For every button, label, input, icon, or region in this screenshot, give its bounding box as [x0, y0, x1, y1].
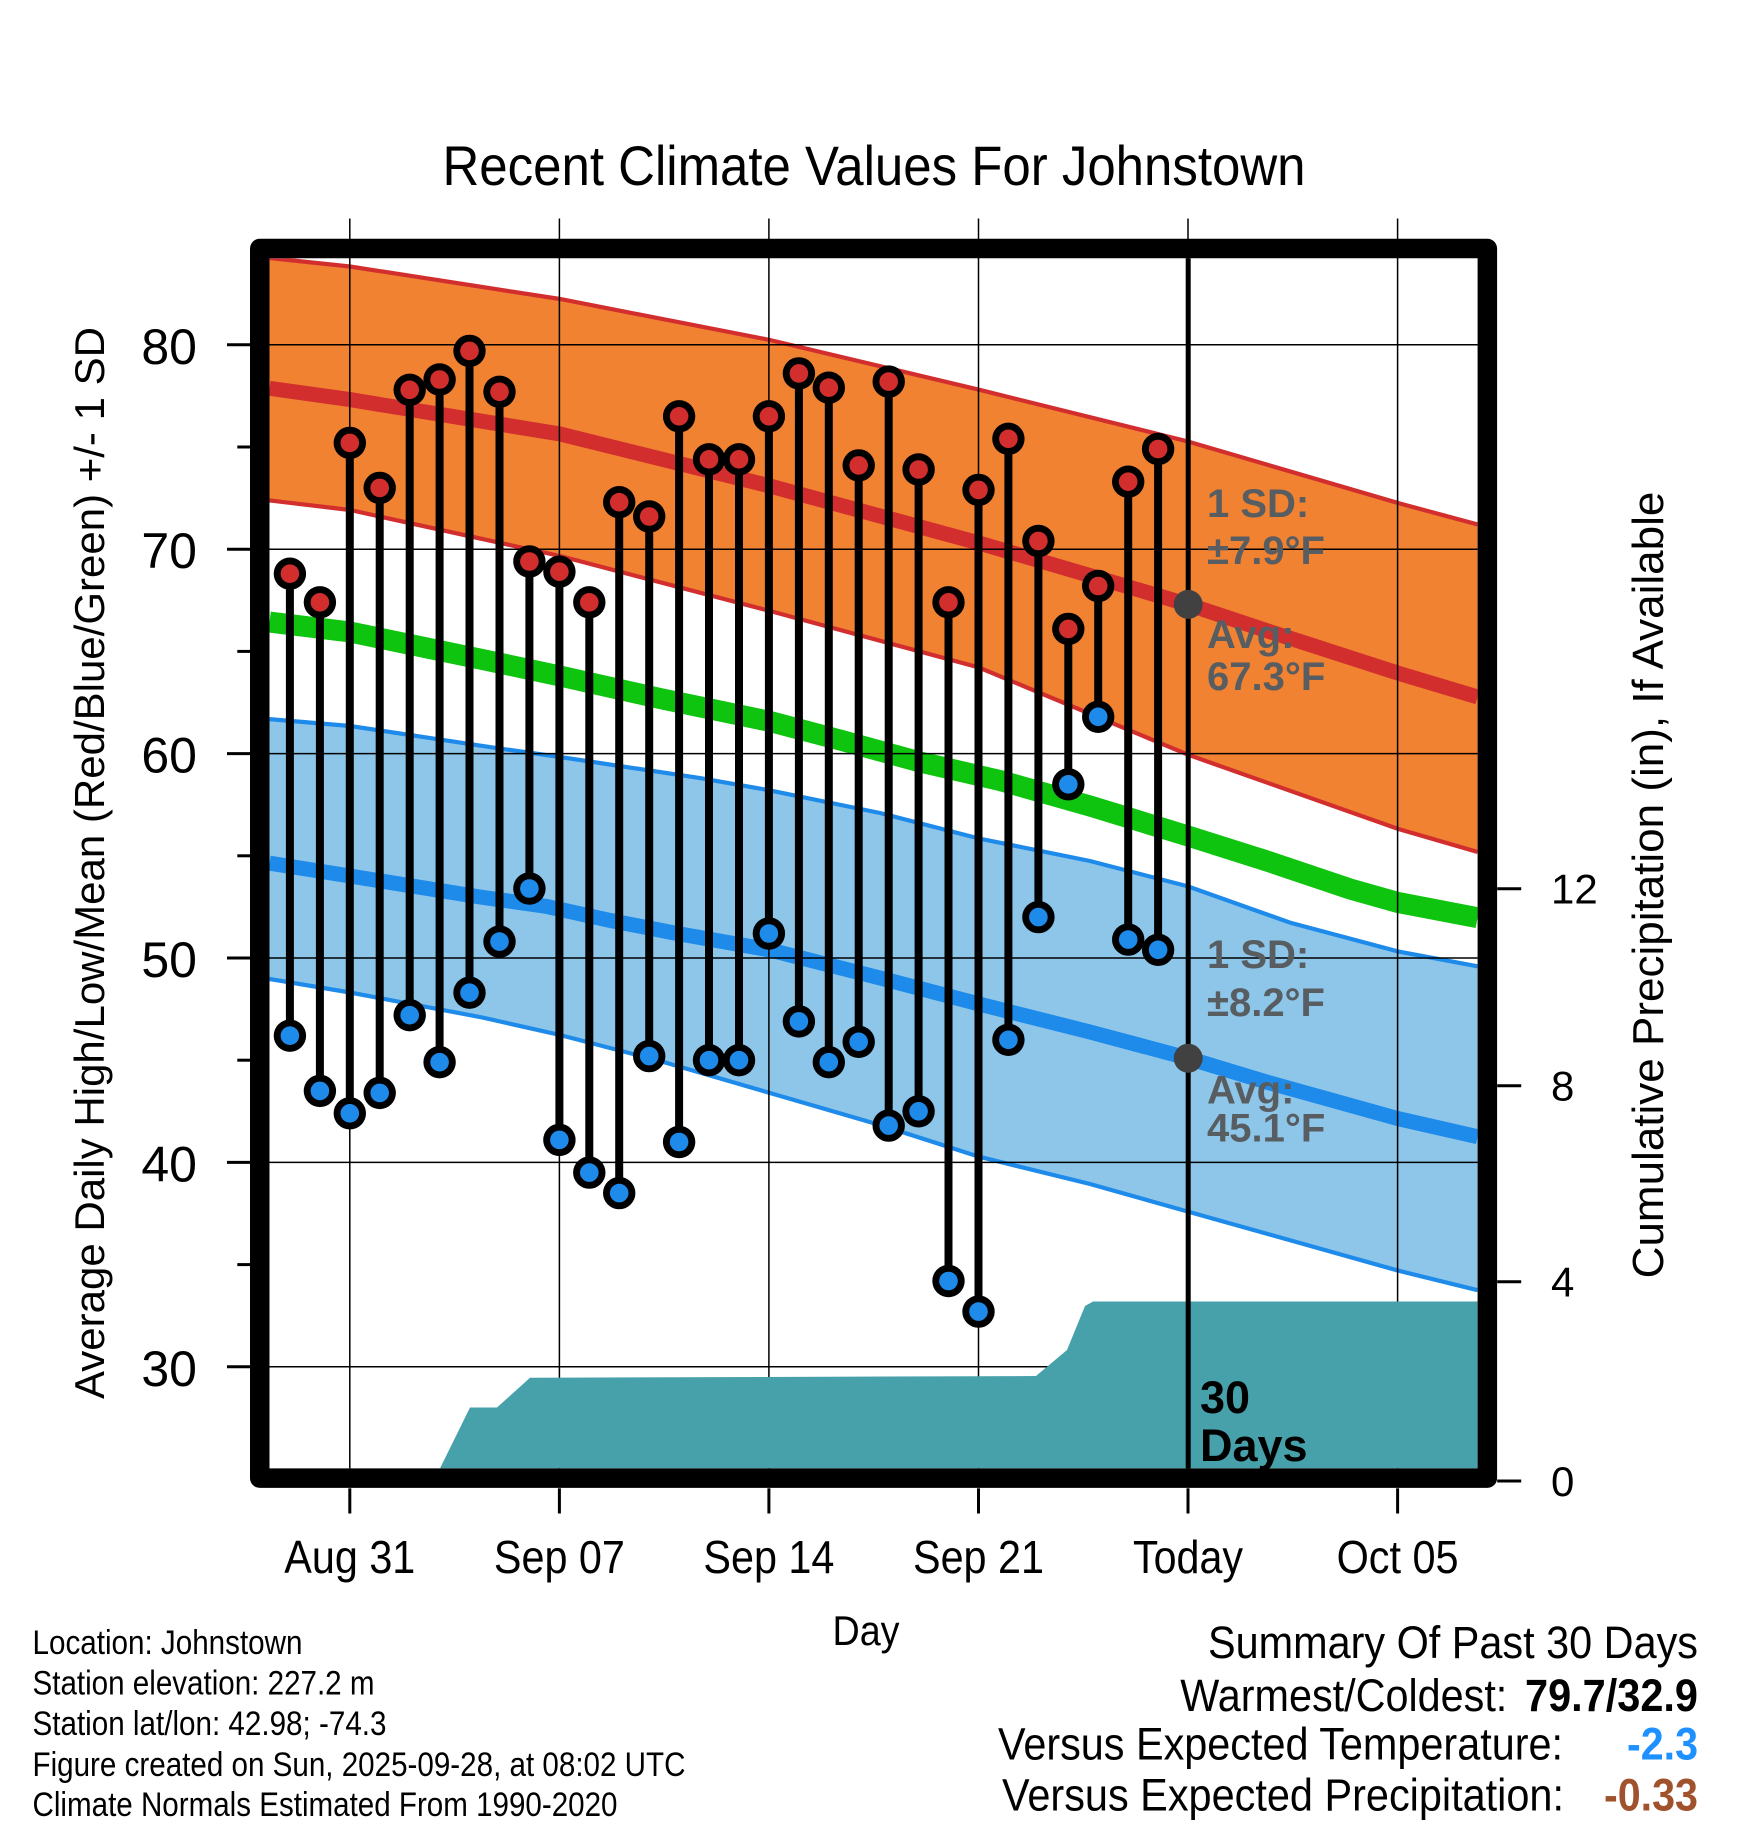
svg-text:Climate Normals Estimated From: Climate Normals Estimated From 1990-2020 [33, 1786, 618, 1824]
svg-text:±7.9°F: ±7.9°F [1207, 529, 1325, 573]
svg-text:Sep 07: Sep 07 [494, 1531, 625, 1583]
svg-text:40: 40 [141, 1136, 197, 1192]
svg-text:Versus Expected Precipitation:: Versus Expected Precipitation: [1002, 1769, 1564, 1820]
svg-text:-0.33: -0.33 [1604, 1769, 1698, 1820]
svg-text:50: 50 [141, 932, 197, 988]
svg-text:1 SD:: 1 SD: [1207, 482, 1309, 526]
svg-text:-2.3: -2.3 [1627, 1719, 1698, 1770]
svg-text:30: 30 [141, 1341, 197, 1397]
svg-text:±8.2°F: ±8.2°F [1207, 981, 1325, 1025]
svg-text:Days: Days [1200, 1420, 1308, 1471]
svg-text:0: 0 [1551, 1458, 1574, 1505]
svg-text:70: 70 [141, 523, 197, 579]
svg-text:4: 4 [1551, 1259, 1574, 1306]
svg-text:Versus Expected Temperature:: Versus Expected Temperature: [998, 1719, 1563, 1770]
svg-text:Avg:: Avg: [1207, 1069, 1294, 1113]
svg-text:8: 8 [1551, 1063, 1574, 1110]
svg-text:Average Daily High/Low/Mean (R: Average Daily High/Low/Mean (Red/Blue/Gr… [66, 327, 113, 1399]
svg-text:80: 80 [141, 319, 197, 375]
svg-text:Day: Day [833, 1607, 900, 1654]
svg-text:Avg:: Avg: [1207, 613, 1294, 657]
svg-text:Warmest/Coldest:: Warmest/Coldest: [1180, 1670, 1507, 1721]
svg-text:Today: Today [1133, 1531, 1243, 1583]
svg-text:Oct 05: Oct 05 [1337, 1531, 1459, 1583]
svg-text:Sep 14: Sep 14 [703, 1531, 834, 1583]
svg-text:Summary Of Past 30 Days: Summary Of Past 30 Days [1208, 1617, 1698, 1668]
svg-text:Figure created on Sun, 2025-09: Figure created on Sun, 2025-09-28, at 08… [33, 1746, 686, 1784]
svg-text:60: 60 [141, 728, 197, 784]
svg-text:Station lat/lon: 42.98; -74.3: Station lat/lon: 42.98; -74.3 [33, 1705, 387, 1743]
svg-text:1 SD:: 1 SD: [1207, 933, 1309, 977]
svg-text:Cumulative Precipitation (in),: Cumulative Precipitation (in), If Availa… [1624, 492, 1673, 1279]
svg-text:Sep 21: Sep 21 [913, 1531, 1044, 1583]
svg-text:30: 30 [1200, 1372, 1250, 1423]
svg-text:45.1°F: 45.1°F [1207, 1107, 1325, 1151]
svg-text:Location: Johnstown: Location: Johnstown [33, 1624, 303, 1662]
svg-text:Recent Climate Values For John: Recent Climate Values For Johnstown [443, 134, 1306, 197]
svg-text:79.7/32.9: 79.7/32.9 [1525, 1670, 1698, 1721]
svg-text:67.3°F: 67.3°F [1207, 655, 1325, 699]
svg-text:Station elevation: 227.2 m: Station elevation: 227.2 m [33, 1665, 375, 1703]
svg-text:12: 12 [1551, 866, 1598, 913]
svg-text:Aug 31: Aug 31 [284, 1531, 415, 1583]
